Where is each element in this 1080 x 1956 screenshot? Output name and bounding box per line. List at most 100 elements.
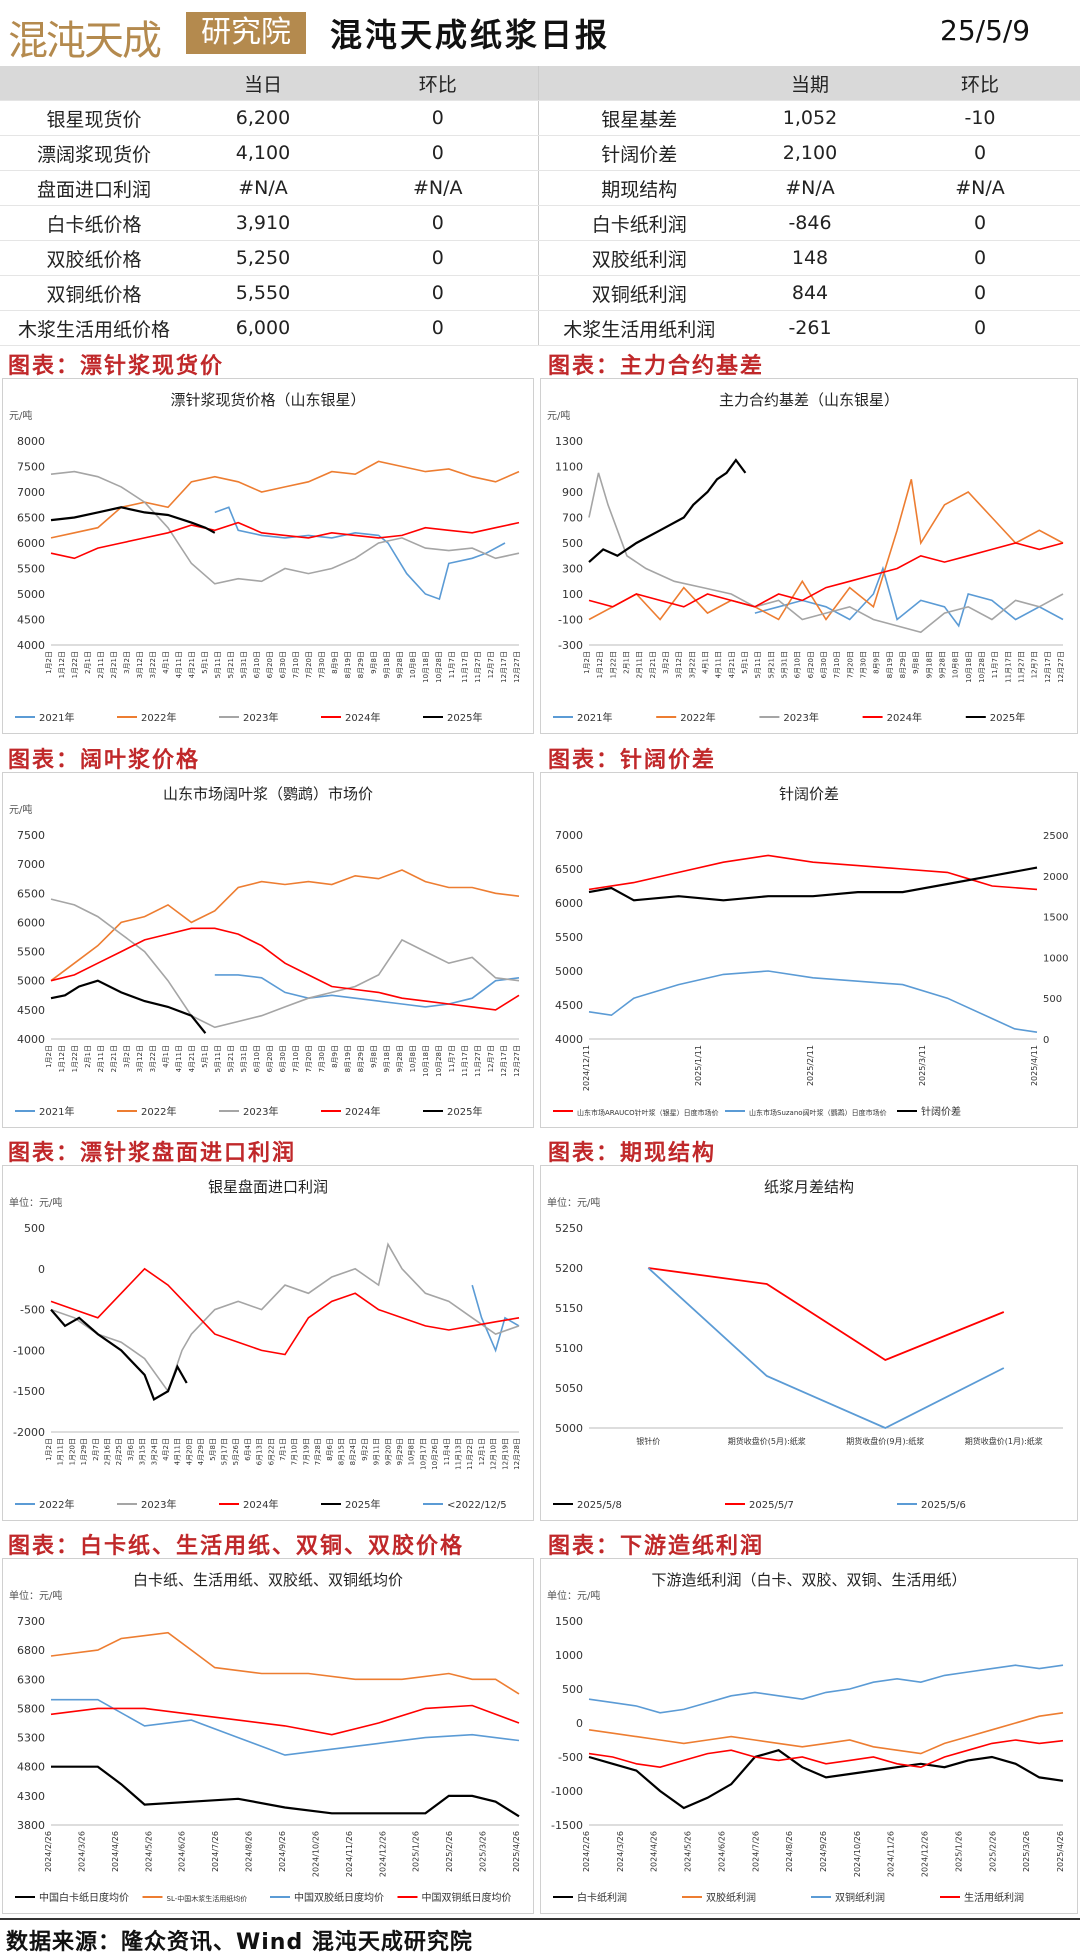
x-tick-label: 3月12日	[136, 1045, 144, 1072]
x-tick-label: 10月17日	[419, 1438, 427, 1470]
series-line	[588, 1712, 1064, 1755]
chart-panel-c6: 纸浆月差结构 单位：元/吨 5000 5050 5100 5150 5200 5250 银针价 期…	[540, 1165, 1078, 1521]
series-line	[588, 1748, 1064, 1810]
y-tick-label: 0	[576, 1717, 583, 1730]
x-tick-label: 6月22日	[267, 1438, 275, 1465]
legend-label: 2024年	[345, 711, 380, 724]
table-cell-l-chg: 0	[338, 135, 538, 171]
y-tick-label: 4000	[17, 1033, 45, 1046]
table-cell-r-chg: 0	[880, 135, 1080, 171]
table-cell-r-val: 1,052	[740, 100, 880, 136]
x-tick-label: 8月19日	[886, 651, 894, 678]
x-tick-label: 11月17日	[1004, 651, 1012, 683]
x-tick-label: 9月28日	[939, 651, 947, 678]
legend-label: 2025年	[345, 1498, 380, 1511]
table-cell-l-val: 5,550	[188, 275, 338, 311]
x-tick-label: 4月11日	[175, 1045, 183, 1072]
y-tick-label: 4800	[17, 1761, 45, 1774]
x-tick-label: 2月11日	[97, 1045, 105, 1072]
table-cell-r-val: -261	[740, 310, 880, 346]
legend-label: <2022/12/5	[447, 1500, 507, 1511]
table-header-cell: 环比	[338, 66, 538, 101]
x-tick-label: 9月18日	[925, 651, 933, 678]
x-tick-label: 8月24日	[349, 1438, 357, 1465]
footer: 数据来源：隆众资讯、Wind 混沌天成研究院	[0, 1922, 1080, 1955]
series-line	[214, 506, 506, 601]
y-tick-label: 7500	[17, 461, 45, 474]
table-cell-r-label: 双胶纸利润	[537, 240, 740, 276]
x-tick-label: 12月27日	[513, 651, 521, 683]
legend-label: SL-中国木浆生活用纸均价	[167, 1894, 248, 1903]
x-tick-label: 6月20日	[807, 651, 815, 678]
x-tick-label: 7月28日	[314, 1438, 322, 1465]
series-line	[51, 1765, 520, 1818]
x-tick-label: 5月1日	[741, 651, 749, 674]
x-tick-label: 6月30日	[279, 1045, 287, 1072]
x-tick-label: 10月28日	[435, 1045, 443, 1077]
x-tick-label: 7月30日	[860, 651, 868, 678]
series-line	[588, 1664, 1064, 1714]
chart-panel-c8: 下游造纸利润（白卡、双胶、双铜、生活用纸） 单位：元/吨 -1500 -1000 -50…	[540, 1558, 1078, 1914]
series-line	[214, 974, 520, 1008]
legend-label: 2025/5/8	[577, 1500, 622, 1511]
x-tick-label: 7月10日	[833, 651, 841, 678]
y-tick-label: 7500	[17, 829, 45, 842]
table-cell-r-label: 双铜纸利润	[537, 275, 740, 311]
x-tick-label: 11月13日	[455, 1438, 463, 1470]
x-tick-label: 11月17日	[461, 651, 469, 683]
table-cell-r-label: 针阔价差	[537, 135, 740, 171]
x-tick-label: 10月8日	[408, 1438, 416, 1465]
x-tick-label: 9月28日	[396, 651, 404, 678]
chart-c8: 下游造纸利润（白卡、双胶、双铜、生活用纸） 单位：元/吨 -1500 -1000 -50…	[547, 1571, 1065, 1904]
legend-label: 中国双铜纸日度均价	[422, 1891, 512, 1904]
x-tick-label: 7月1日	[279, 1438, 287, 1461]
table-cell-l-val: 5,250	[188, 240, 338, 276]
x-tick-label: 12月10日	[490, 1438, 498, 1470]
table-cell-l-chg: #N/A	[338, 170, 538, 206]
legend-label: 2025年	[447, 711, 482, 724]
series-line	[648, 1267, 1005, 1362]
y-tick-label: 5000	[555, 1422, 583, 1435]
x-tick-label: 5月26日	[232, 1438, 240, 1465]
table-cell-r-val: #N/A	[740, 170, 880, 206]
chart-c1: 漂针浆现货价格（山东银星） 元/吨 4000 4500 5000 5500 6000 6500…	[9, 391, 521, 724]
table-cell-r-val: 148	[740, 240, 880, 276]
x-tick-label: 1月12日	[58, 1045, 66, 1072]
x-tick-label: 2025/4/26	[512, 1831, 521, 1872]
chart-title: 纸浆月差结构	[764, 1178, 854, 1196]
x-tick-label: 12月7日	[487, 1045, 495, 1072]
chart-title: 山东市场阔叶浆（鹦鹉）市场价	[163, 785, 373, 803]
legend-label: 2023年	[141, 1498, 176, 1511]
company-logo: 混沌天成 研究院	[8, 8, 308, 64]
y-tick-label: -500	[558, 1751, 583, 1764]
legend-label: 白卡纸利润	[577, 1891, 627, 1904]
logo-box: 研究院	[186, 12, 306, 54]
x-tick-label: 1月22日	[71, 651, 79, 678]
series-line	[647, 1267, 1005, 1429]
y2-tick-label: 0	[1043, 1035, 1049, 1046]
x-tick-label: 10月28日	[978, 651, 986, 683]
x-tick-label: 2月25日	[115, 1438, 123, 1465]
x-tick-label: 5月31日	[781, 651, 789, 678]
x-tick-label: 3月22日	[149, 1045, 157, 1072]
x-tick-label: 2月21日	[110, 651, 118, 678]
x-tick-label: 2025/2/26	[988, 1831, 997, 1872]
chart-title: 主力合约基差（山东银星）	[719, 391, 899, 409]
x-tick-label: 2024/9/26	[278, 1831, 287, 1872]
x-tick-label: 6月10日	[794, 651, 802, 678]
x-tick-label: 4月29日	[197, 1438, 205, 1465]
x-tick-label: 10月8日	[409, 1045, 417, 1072]
x-category-label: 银针价	[636, 1436, 660, 1446]
legend-label: 2022年	[141, 1105, 176, 1118]
y-tick-label: 7300	[17, 1615, 45, 1628]
x-tick-label: 8月15日	[338, 1438, 346, 1465]
y-tick-label: 6000	[17, 916, 45, 929]
y-tick-label: 5500	[555, 931, 583, 944]
x-tick-label: 2024/7/26	[211, 1831, 220, 1872]
x-tick-label: 1月12日	[58, 651, 66, 678]
y-tick-label: 1500	[555, 1615, 583, 1628]
y-tick-label: 300	[562, 563, 583, 576]
table-row: 白卡纸价格 3,910 0 白卡纸利润 -846 0	[0, 205, 1080, 241]
chart-title: 针阔价差	[779, 785, 839, 803]
